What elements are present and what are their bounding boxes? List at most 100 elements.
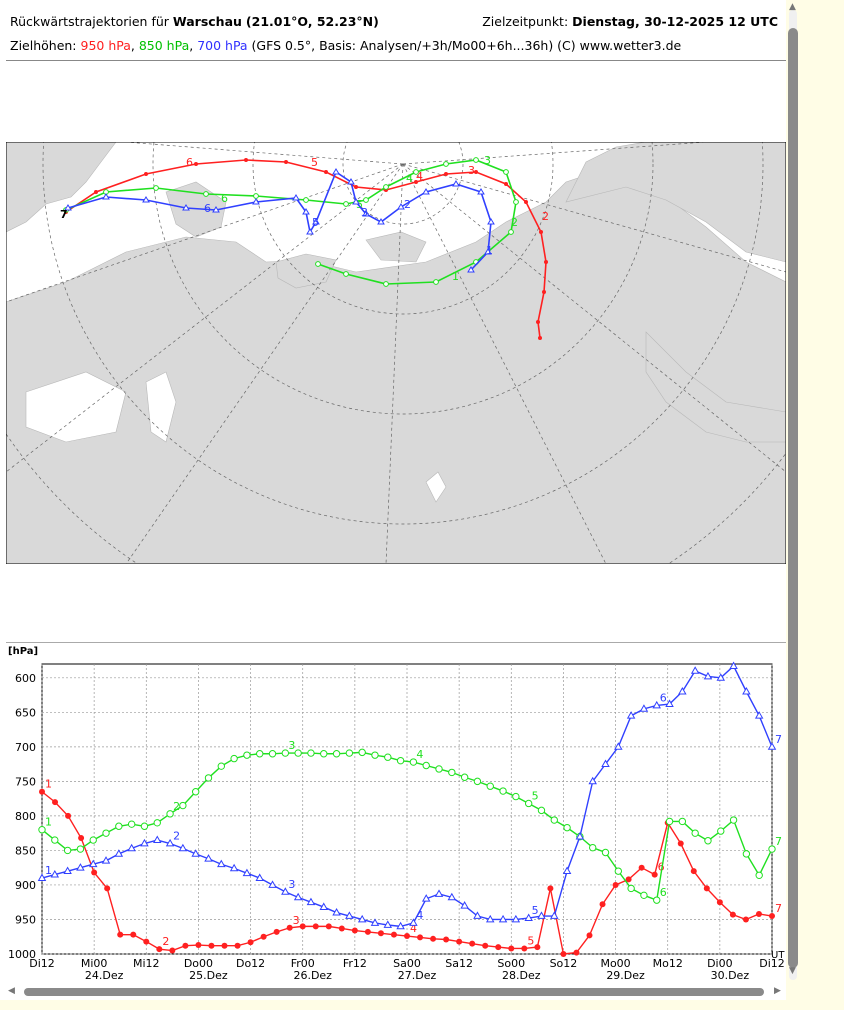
trajectory-point xyxy=(144,172,148,176)
x-tick-label: Do00 xyxy=(184,957,213,970)
data-point xyxy=(443,936,450,943)
data-point xyxy=(358,748,366,757)
data-point xyxy=(678,687,687,695)
vertical-scrollbar[interactable] xyxy=(788,10,798,980)
data-point xyxy=(130,931,137,938)
data-point xyxy=(625,876,632,883)
trajectory-point xyxy=(312,218,320,225)
data-point xyxy=(495,944,502,951)
trajectory-point xyxy=(363,197,369,203)
trajectory-point xyxy=(244,158,248,162)
baikal-lake xyxy=(425,471,447,503)
arctic-island-2 xyxy=(275,253,337,289)
data-point xyxy=(703,885,710,892)
trajectory-point xyxy=(503,169,509,175)
city-name: Warschau xyxy=(172,14,242,29)
data-point xyxy=(614,742,623,750)
trajectory-point xyxy=(383,281,389,287)
data-point xyxy=(626,711,636,719)
data-point xyxy=(434,889,444,897)
y-tick-label: 700 xyxy=(15,741,36,754)
data-point xyxy=(755,910,762,917)
x-tick-label: Di12 xyxy=(29,957,55,970)
data-point xyxy=(485,914,495,923)
data-point xyxy=(273,928,280,935)
trajectory-day-label: 1 xyxy=(486,244,493,257)
date-label: 26.Dez xyxy=(293,969,332,982)
data-point xyxy=(247,939,254,946)
target-value: Dienstag, 30-12-2025 12 UTC xyxy=(572,14,778,29)
trajectory-day-label: 2 xyxy=(404,198,411,211)
data-point xyxy=(101,856,111,864)
data-point xyxy=(742,916,749,923)
data-point xyxy=(588,776,597,785)
data-point xyxy=(104,885,111,892)
data-point xyxy=(691,829,699,837)
trajectory-point xyxy=(413,169,419,175)
data-point xyxy=(338,925,345,932)
series-day-label: 3 xyxy=(293,914,300,927)
scroll-up-arrow-icon[interactable]: ▲ xyxy=(789,2,796,12)
date-label: 25.Dez xyxy=(189,969,228,982)
data-point xyxy=(377,930,384,937)
scroll-right-arrow-icon[interactable]: ▶ xyxy=(774,986,781,996)
series-day-label: 6 xyxy=(660,691,667,704)
data-point xyxy=(640,891,648,900)
trajectory-point xyxy=(303,197,309,203)
data-point xyxy=(690,868,697,875)
data-point xyxy=(573,949,580,956)
data-point xyxy=(102,829,110,837)
x-tick-label: Sa00 xyxy=(393,957,421,970)
data-point xyxy=(88,859,98,868)
data-point xyxy=(78,835,85,841)
trajectory-day-label: 4 xyxy=(406,172,413,185)
trajectory-point xyxy=(414,180,418,184)
data-point xyxy=(127,820,136,828)
data-point xyxy=(178,843,188,852)
data-point xyxy=(281,887,290,895)
trajectory-day-label: 2 xyxy=(542,210,549,223)
x-tick-label: Di12 xyxy=(759,957,785,970)
data-point xyxy=(390,931,397,938)
series-day-label: 1 xyxy=(45,864,52,877)
horizontal-scrollbar[interactable] xyxy=(8,986,782,998)
data-point xyxy=(37,873,47,881)
scroll-down-arrow-icon[interactable]: ▼ xyxy=(789,966,796,976)
scandinavia-land xyxy=(6,142,117,233)
data-point xyxy=(63,866,72,875)
data-point xyxy=(384,753,392,761)
caspian-sea xyxy=(145,371,177,443)
x-tick-label: Mo12 xyxy=(653,957,683,970)
data-point xyxy=(351,927,358,934)
trajectory-point xyxy=(324,170,328,174)
horizontal-scroll-thumb[interactable] xyxy=(24,988,764,996)
x-tick-label: Mi12 xyxy=(133,957,160,970)
data-point xyxy=(140,838,149,847)
japan-area-land xyxy=(645,331,786,443)
levels-suffix: (GFS 0.5°, Basis: Analysen/+3h/Mo00+6h..… xyxy=(247,38,682,53)
vertical-scroll-thumb[interactable] xyxy=(788,28,798,968)
y-tick-label: 900 xyxy=(15,879,36,892)
level-950: 950 hPa xyxy=(80,38,131,53)
data-point xyxy=(550,911,559,919)
trajectory-point xyxy=(539,230,543,234)
data-point xyxy=(498,914,508,923)
y-tick-label: 850 xyxy=(15,844,36,857)
data-point xyxy=(242,868,252,877)
data-point xyxy=(191,849,200,857)
data-point xyxy=(256,750,264,758)
data-point xyxy=(482,942,489,949)
data-point xyxy=(39,788,45,795)
scroll-left-arrow-icon[interactable]: ◀ xyxy=(8,986,15,996)
trajectory-point xyxy=(452,180,460,187)
data-point xyxy=(357,914,367,923)
chart-series: 1 2 3 4 5 6 7 1 2 3 4 5 6 7 1 2 3 4 5 6 7 xyxy=(37,661,782,957)
trajectory-day-label: 3 xyxy=(361,206,368,219)
data-point xyxy=(421,894,431,902)
data-point xyxy=(320,750,328,758)
trajectory-point xyxy=(508,229,514,235)
data-point xyxy=(534,944,541,951)
y-axis-label: [hPa] xyxy=(8,646,38,657)
series-day-label: 1 xyxy=(45,778,52,791)
